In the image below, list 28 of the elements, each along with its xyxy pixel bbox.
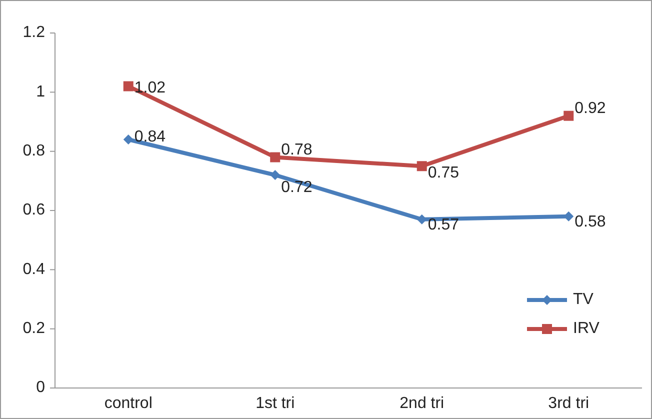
- data-label: 0.75: [428, 164, 460, 182]
- data-label: 0.57: [428, 216, 460, 234]
- point: [416, 161, 427, 172]
- data-label: 0.92: [574, 100, 606, 118]
- data-label: 0.84: [134, 128, 166, 146]
- data-label: 0.72: [281, 179, 312, 196]
- data-label: 1.02: [134, 79, 166, 96]
- point: [416, 214, 427, 224]
- point: [270, 170, 280, 180]
- y-tick-label: 0.4: [22, 260, 46, 278]
- data-label: 0.58: [574, 214, 606, 231]
- x-tick-label: 1st tri: [256, 395, 295, 412]
- point: [123, 81, 134, 92]
- x-tick-label: 2nd tri: [400, 395, 444, 412]
- y-tick-label: 0.2: [22, 320, 46, 338]
- y-tick-label: 0: [36, 379, 46, 396]
- data-label: 0.78: [281, 141, 312, 158]
- y-tick-label: 0.6: [22, 202, 46, 219]
- y-tick-label: 1: [36, 83, 46, 100]
- point: [270, 152, 280, 162]
- y-tick-label: 1.2: [22, 24, 46, 42]
- legend-label: TV: [573, 291, 594, 308]
- point: [123, 134, 134, 144]
- x-tick-label: 3rd tri: [548, 395, 590, 412]
- y-tick-label: 0.8: [22, 142, 46, 160]
- x-tick-label: control: [104, 395, 152, 412]
- legend-label: IRV: [573, 320, 600, 338]
- point: [564, 110, 574, 121]
